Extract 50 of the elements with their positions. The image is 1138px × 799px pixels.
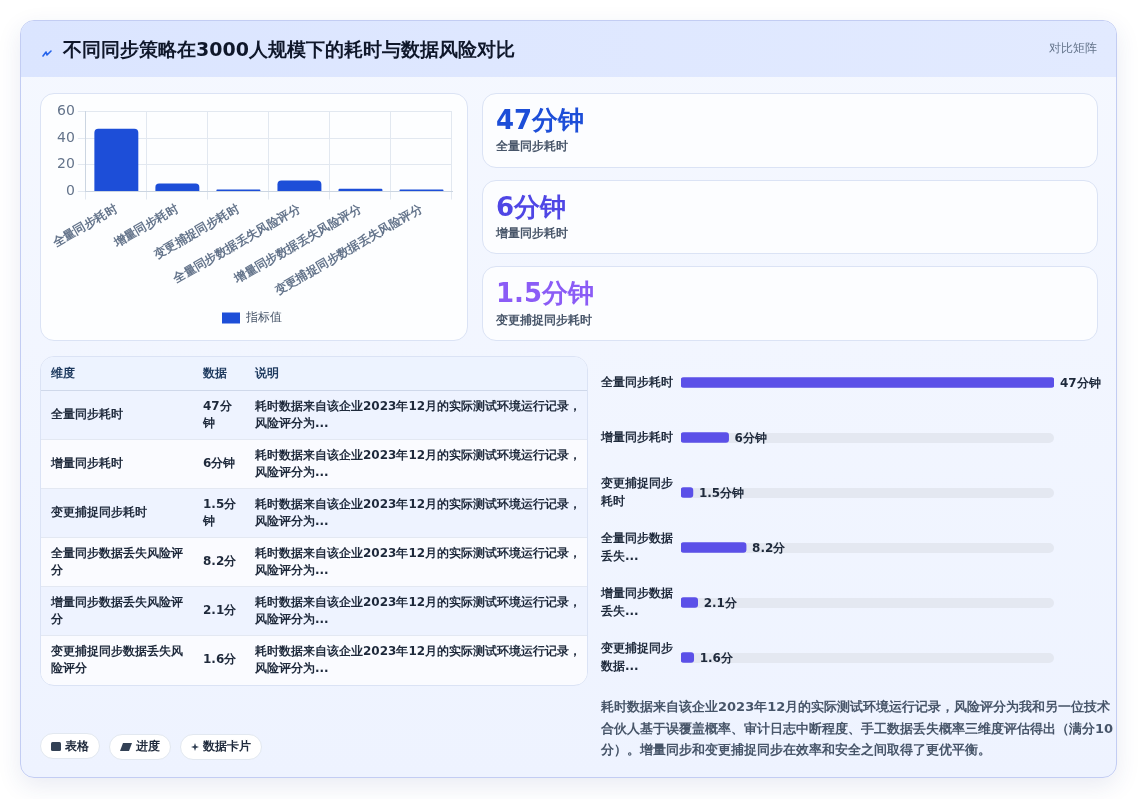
y-tick-label: 增量同步数据丢失... [601,585,674,620]
text: 耗时数据来自该企业2023年12月的实际测试环境运行记录，风险评分为... [255,398,582,430]
category-label: 全量同步耗时 [496,138,568,155]
data-label: 1.5分钟 [698,484,745,501]
bar [681,432,729,443]
legend-label: 指标值 [245,310,282,325]
text: 2.1分 [203,603,237,618]
text: 耗时数据来自该企业2023年12月的实际测试环境运行记录，风险评分为我和另一位技术合伙人基于误覆盖概率、审计日志中断程度、手工数据丢失概率三维度评估得出（满分10分）。增量同步和变更捕捉同步在效率和安全之间取得了更优平衡。 [601,698,1115,759]
text: 耗时数据来自该企业2023年12月的实际测试环境运行记录，风险评分为... [255,496,582,528]
text: 8.2分 [203,554,237,569]
category-label: 变更捕捉同步耗时 [496,311,592,328]
y-tick-label: 增量同步耗时 [601,428,673,446]
text: 变更捕捉同步数据丢失风险评分 [51,643,183,675]
text: 6分钟 [203,456,236,471]
text: 47分钟 [203,398,232,430]
y-tick-label: 全量同步耗时 [601,373,673,391]
y-tick-label: 全量同步数据丢失... [601,530,674,565]
data-label: 47分钟 [1060,374,1101,391]
button: 表格 [40,733,100,759]
data-label: 1.6分 [699,649,733,666]
y-tick-label: 0 [65,182,75,199]
text: 耗时数据来自该企业2023年12月的实际测试环境运行记录，风险评分为... [255,594,582,626]
text: 6分钟 [496,191,567,222]
category-label: 说明 [245,357,587,391]
bar [94,128,139,192]
category-label: 维度 [41,357,193,391]
text: 耗时数据来自该企业2023年12月的实际测试环境运行记录，风险评分为... [255,447,582,479]
text: 1.6分 [203,652,237,667]
y-tick-label: 变更捕捉同步耗时 [601,475,674,510]
text: 耗时数据来自该企业2023年12月的实际测试环境运行记录，风险评分为... [255,643,582,675]
text: 增量同步数据丢失风险评分 [51,594,183,626]
text: 47分钟 [496,105,585,136]
y-tick-label: 20 [57,155,75,172]
text: 耗时数据来自该企业2023年12月的实际测试环境运行记录，风险评分为... [255,545,582,577]
bar [277,180,322,192]
bar [155,183,200,192]
text: 1.5分钟 [496,278,595,309]
data-label: 6分钟 [734,429,767,446]
bar [681,597,698,608]
text: 全量同步数据丢失风险评分 [51,545,183,577]
data-label: 2.1分 [703,594,737,611]
text: 对比矩阵 [1049,40,1097,57]
text: 1.5分钟 [203,496,237,528]
y-tick-label: 40 [57,128,75,145]
text: 不同同步策略在3000人规模下的耗时与数据风险对比 [63,37,515,62]
y-tick-label: 60 [57,102,75,119]
y-tick-label: 变更捕捉同步数据... [601,640,674,675]
category-label: 数据 [193,357,245,391]
bar [681,542,747,553]
data-label: 8.2分 [752,539,786,556]
